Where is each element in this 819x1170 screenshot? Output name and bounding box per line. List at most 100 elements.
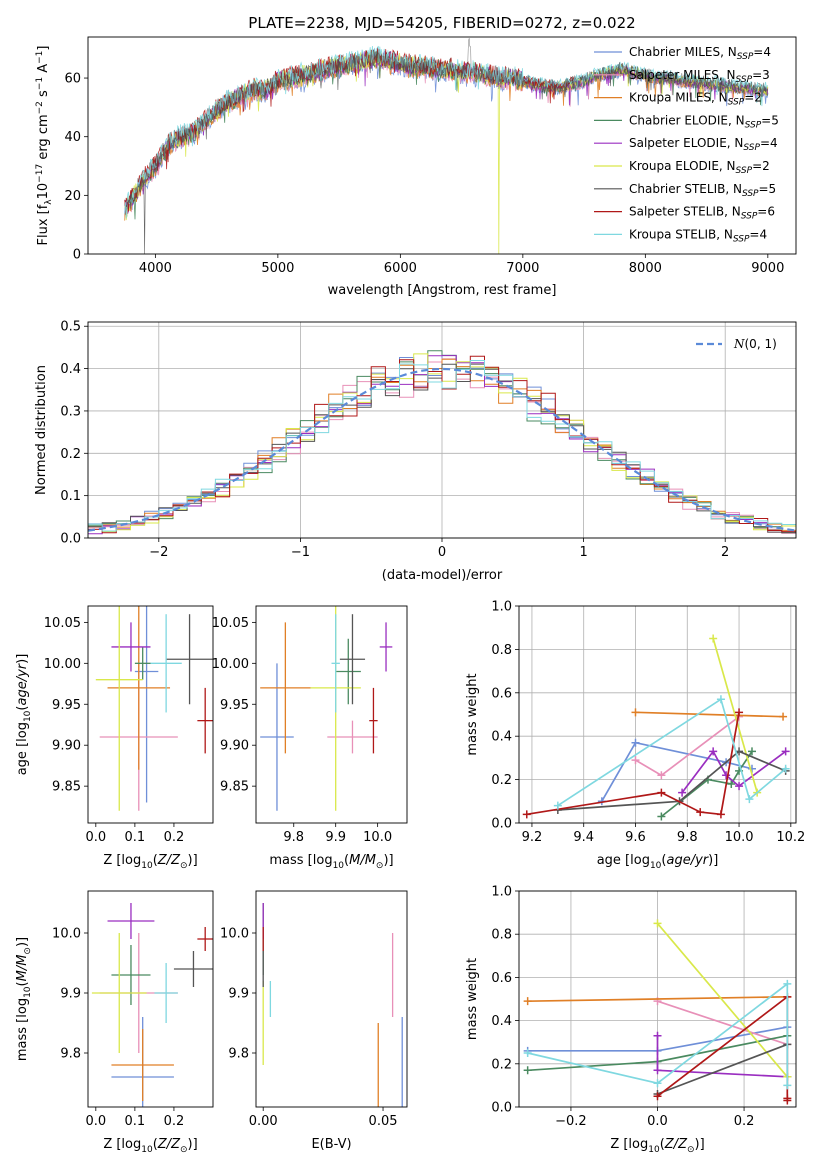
label-segment: wavelength [Angstrom, rest frame] (328, 283, 557, 298)
legend-model-name: Salpeter STELIB, N (629, 205, 741, 219)
weight-point-marker (696, 808, 705, 817)
y-tick-label: 0.3 (60, 404, 81, 419)
y-tick-label: 0.2 (491, 773, 512, 788)
y-tick-label: 0.4 (491, 1014, 512, 1029)
legend-entry: Salpeter ELODIE, NSSP=4 (629, 136, 778, 153)
label-segment: E(B-V) (311, 1137, 351, 1152)
label-segment: ( (153, 1137, 158, 1152)
x-tick-label: 8000 (629, 261, 662, 276)
weight-point-marker (783, 979, 792, 988)
x-tick-label: 9.9 (325, 830, 346, 845)
weight-point-marker (745, 795, 754, 804)
x-tick-label: 4000 (139, 261, 172, 276)
legend-entry: Chabrier ELODIE, NSSP=5 (629, 113, 779, 130)
legend-entry: Salpeter MILES, NSSP=3 (629, 68, 770, 85)
y-tick-label: 0.4 (491, 730, 512, 745)
label-segment: ⊙ (180, 1145, 188, 1155)
legend-model-name: Salpeter ELODIE, N (629, 136, 743, 150)
label-segment: age [log (597, 853, 650, 868)
label-segment: ( (344, 853, 349, 868)
label-segment: M/M (349, 853, 376, 868)
y-tick-label: 0.8 (491, 928, 512, 943)
x-tick-label: 0.00 (249, 1114, 278, 1129)
y-axis-label: Flux [fλ10−17 erg cm−2 s−1 A−1] (35, 46, 54, 246)
legend-model-name: Kroupa ELODIE, N (629, 159, 736, 173)
y-tick-label: 10.0 (220, 927, 249, 942)
x-axis-label: E(B-V) (311, 1137, 351, 1152)
axes-frame (87, 890, 214, 1108)
weight-series-line (712, 638, 759, 793)
panel-axes: 0.0 0.1 0.2 9.85 9.90 9.95 10.00 10.05 (44, 616, 185, 845)
normal-reference-curve (88, 367, 796, 532)
y-axis-label: Normed distribution (34, 365, 49, 495)
weight-point-marker (522, 810, 531, 819)
x-tick-label: 9.2 (522, 830, 543, 845)
label-segment: Z/Z (157, 853, 181, 868)
legend-nssp-value: =5 (759, 182, 777, 196)
label-segment: )] (188, 853, 198, 868)
label-segment: ( (660, 1137, 665, 1152)
x-tick-label: 9.8 (677, 830, 698, 845)
y-tick-label: 9.9 (60, 987, 81, 1002)
legend-subscript: SSP (733, 234, 750, 244)
label-segment: mass weight (465, 673, 480, 755)
y-tick-label: 1.0 (491, 600, 512, 615)
legend-subscript: SSP (741, 212, 758, 222)
weight-point-marker (747, 747, 756, 756)
label-segment: ( (153, 853, 158, 868)
legend-subscript: SSP (737, 52, 754, 62)
x-axis-label: age [log10(age/yr)] (597, 853, 719, 871)
y-tick-label: 20 (64, 189, 81, 204)
legend-model-name: Chabrier MILES, N (629, 45, 737, 59)
y-tick-label: 10.05 (44, 616, 81, 631)
panel-axes: 9.2 9.4 9.6 9.8 10.0 10.2 0.0 0.2 0.4 0.6 0.8 1.0 (491, 600, 805, 846)
x-tick-label: 9.6 (625, 830, 646, 845)
x-tick-label: −2 (149, 545, 168, 560)
axes-frame (87, 36, 797, 255)
label-segment: age/yr (15, 662, 30, 705)
y-axis-label: age [log10(age/yr)] (15, 654, 33, 776)
y-tick-label: 0 (73, 248, 81, 263)
x-tick-label: 0.0 (85, 1114, 106, 1129)
weight-point-marker (653, 919, 662, 928)
label-segment: s (36, 90, 51, 101)
legend-subscript: SSP (743, 143, 760, 153)
weight-series-line (527, 982, 789, 1086)
x-axis-label: wavelength [Angstrom, rest frame] (328, 283, 557, 298)
label-segment: 10 (650, 861, 662, 871)
label-segment: )] (15, 654, 30, 664)
legend-model-name: Chabrier STELIB, N (629, 182, 742, 196)
x-tick-label: 9000 (751, 261, 784, 276)
legend-nssp-value: =2 (752, 159, 770, 173)
weight-point-marker (523, 997, 532, 1006)
weight-point-marker (653, 1031, 662, 1040)
weight-point-marker (779, 712, 788, 721)
legend-subscript: SSP (745, 120, 762, 130)
label-segment: Z/Z (157, 1137, 181, 1152)
legend-subscript: SSP (736, 75, 753, 85)
label-segment: mass [log (15, 998, 30, 1061)
label-segment: Z [log (103, 1137, 141, 1152)
label-segment: A (36, 64, 51, 77)
legend-model-name: Kroupa STELIB, N (629, 227, 733, 241)
weight-point-marker (631, 756, 640, 765)
y-tick-label: 9.8 (228, 1047, 249, 1062)
y-tick-label: 0.6 (491, 971, 512, 986)
label-segment: ( (15, 981, 30, 986)
weight-point-marker (709, 747, 718, 756)
axes-frame (255, 890, 408, 1108)
axes-frame (518, 605, 797, 824)
label-segment: ⊙ (23, 947, 33, 955)
weight-series-line (657, 1043, 788, 1095)
label-segment: ⊙ (180, 861, 188, 871)
x-tick-label: 0.0 (647, 1114, 668, 1129)
panel-axes: 4000 5000 6000 7000 8000 9000 0 20 40 60 (64, 72, 784, 276)
errorbar-group (260, 606, 393, 811)
y-tick-label: 10.00 (44, 657, 81, 672)
weight-point-marker (781, 764, 790, 773)
x-axis-label: Z [log10(Z/Z⊙)] (103, 853, 197, 871)
label-segment: mass [log (269, 853, 332, 868)
label-segment: )] (15, 937, 30, 947)
y-tick-label: 9.9 (228, 987, 249, 1002)
label-segment: −2 (35, 101, 45, 114)
